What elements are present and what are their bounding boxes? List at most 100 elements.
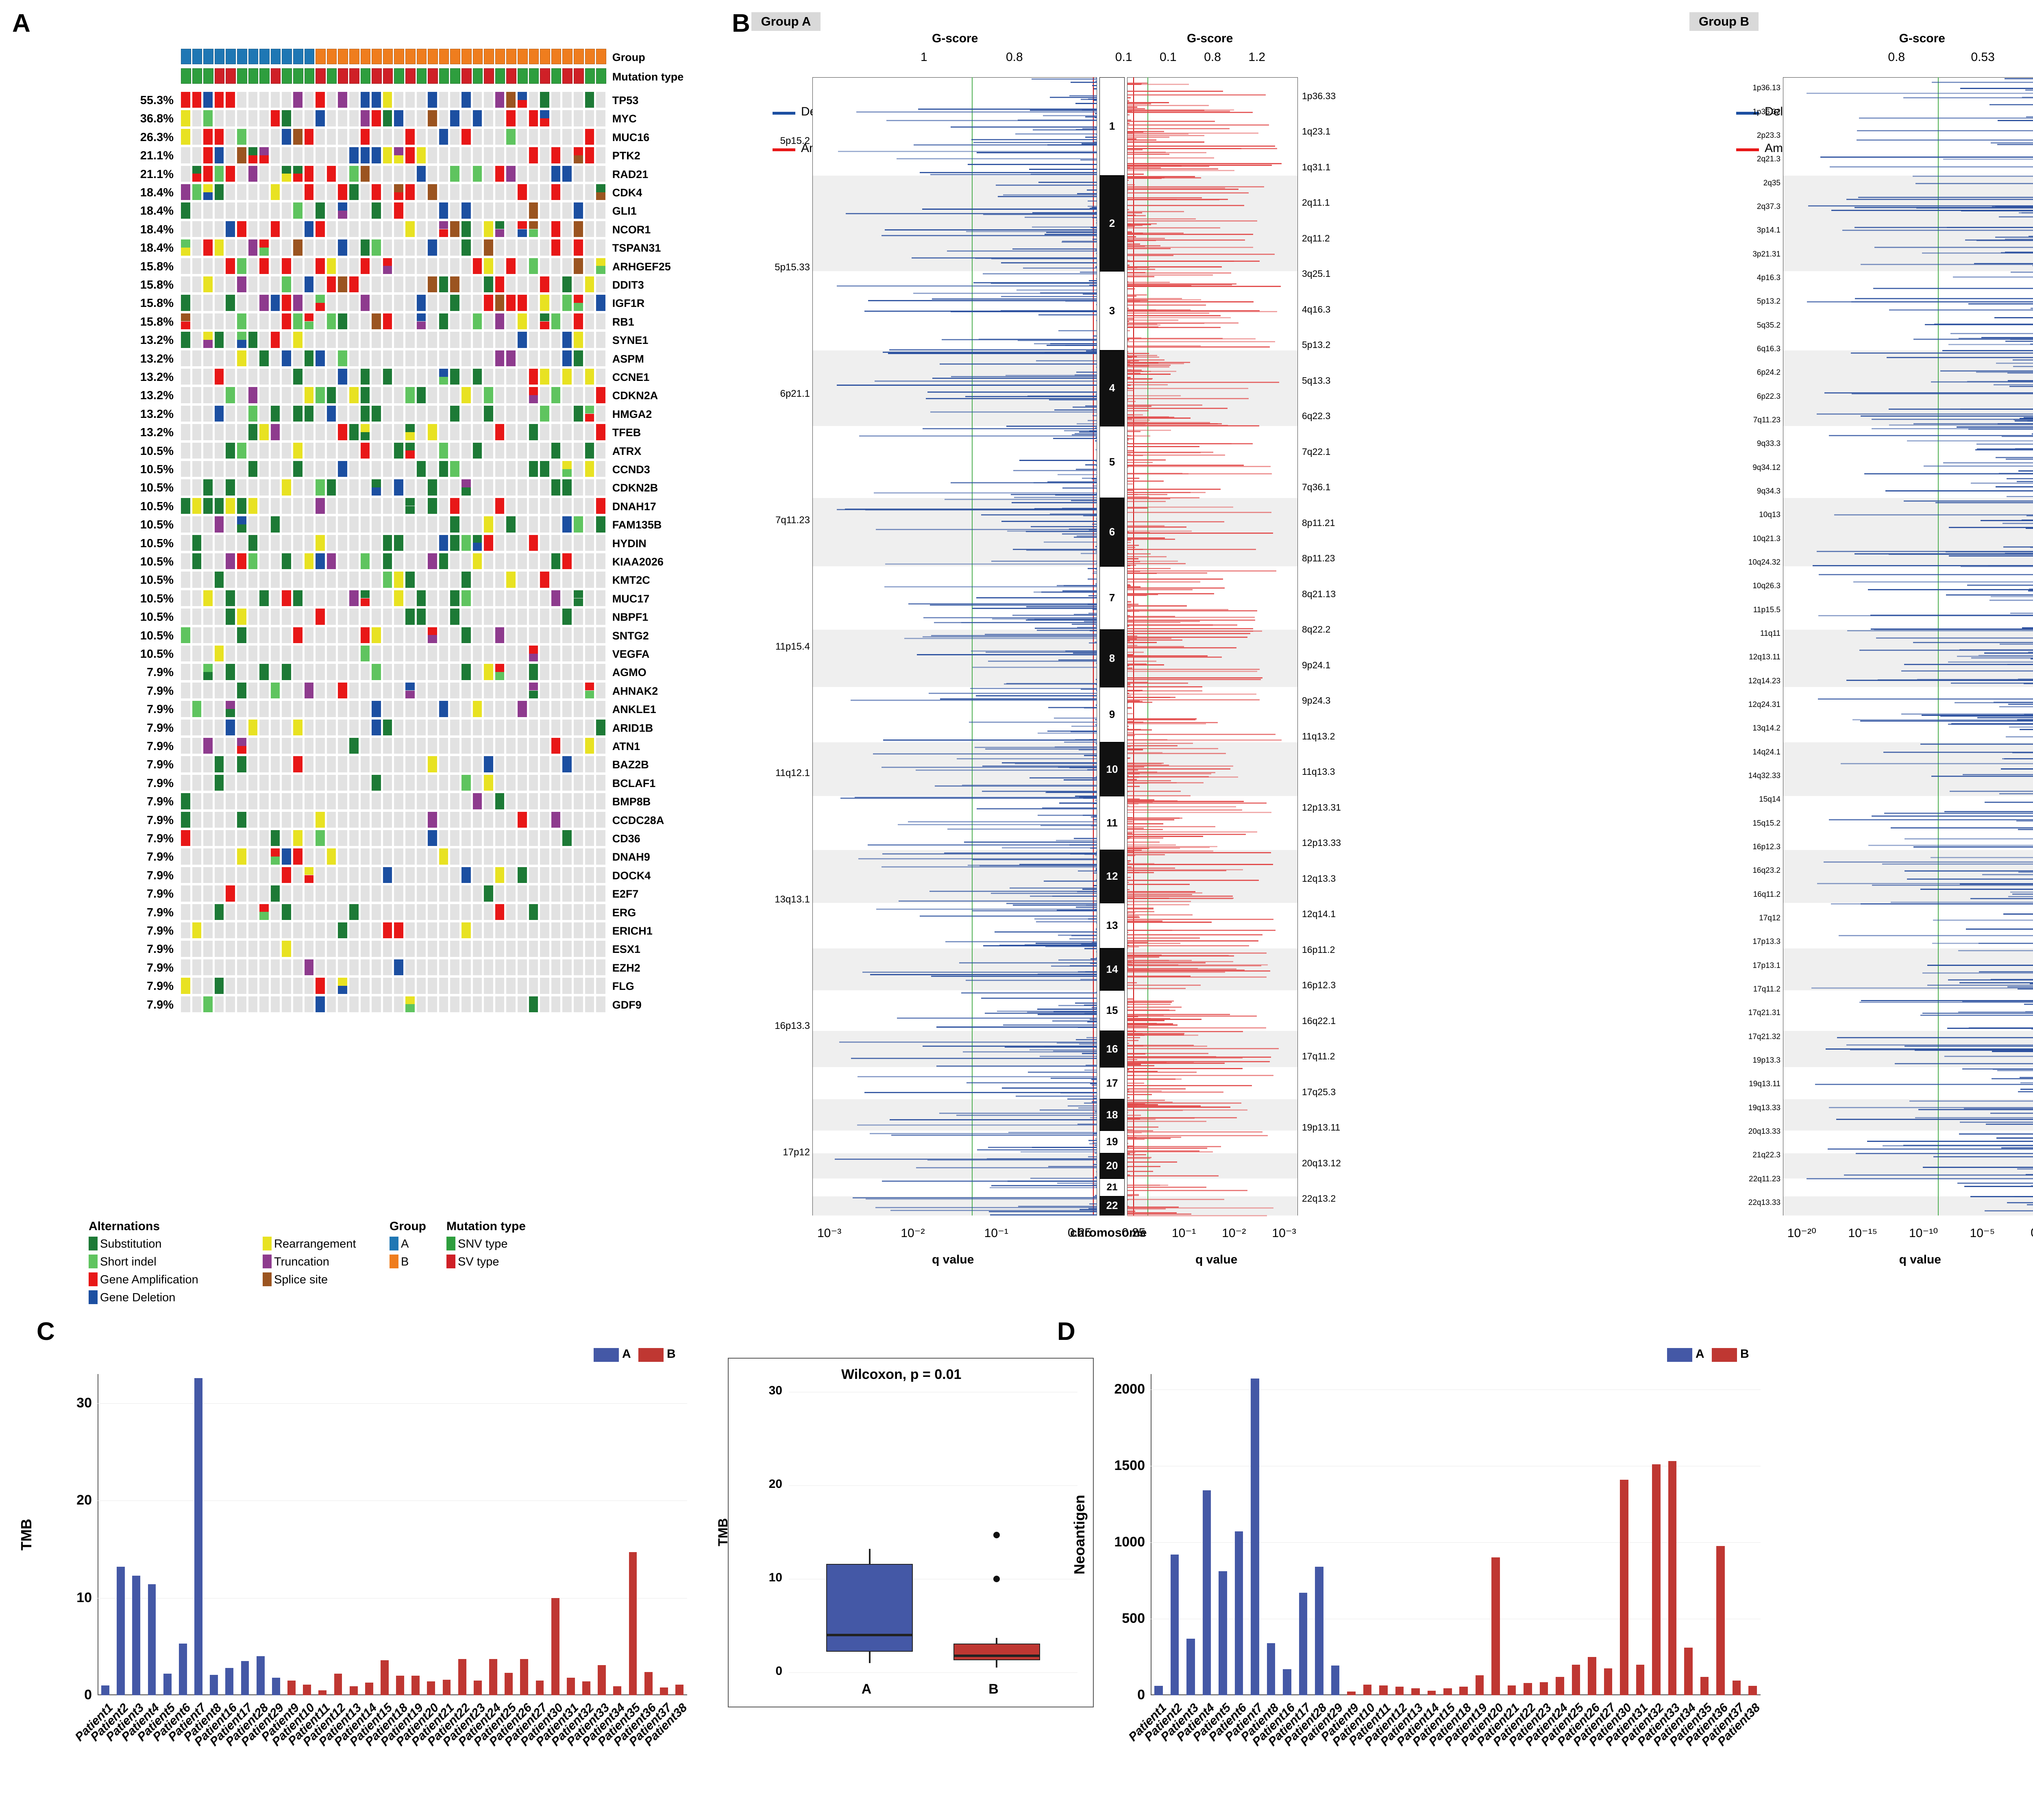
deletion-gscore-spike [972,910,1097,911]
alteration-segment [282,479,291,495]
deletion-gscore-spike [1030,110,1097,111]
amplification-gscore-spike [1128,107,1137,108]
alteration-segment [405,147,415,163]
alteration-segment [215,340,224,348]
oncoprint-cell [596,885,605,901]
oncoprint-cell [473,184,482,200]
deletion-gscore-spike [1950,333,2033,334]
oncoprint-cell [417,221,426,237]
group-annotation-cell [574,49,584,64]
alteration-segment [349,904,359,920]
alteration-segment [248,553,258,569]
oncoprint-cell [305,738,314,754]
alteration-segment [461,775,471,791]
oncoprint-cell [562,258,572,274]
deletion-gscore-spike [1901,670,2033,672]
oncoprint-cell [394,627,403,643]
oncoprint-cell [461,738,471,754]
oncoprint-cell [349,609,359,624]
oncoprint-cell [226,775,235,791]
deletion-gscore-spike [1083,798,1097,799]
chromosome-ideogram-3: 3 [1099,271,1125,350]
deletion-gscore-spike [1834,514,2033,515]
oncoprint-cell [203,221,213,237]
amplification-gscore-spike [1128,1131,1262,1133]
deletion-gscore-spike [1861,415,2033,417]
amplification-gscore-spike [1128,961,1132,962]
oncoprint-cell [529,756,538,772]
oncoprint-cell [506,664,516,680]
oncoprint-cell [226,683,235,698]
amplification-gscore-spike [1128,690,1143,691]
oncoprint-cell [473,129,482,145]
oncoprint-cell [305,590,314,606]
deletion-gscore-spike [2016,820,2033,822]
deletion-gscore-spike [1841,763,2033,764]
oncoprint-cell [181,664,190,680]
oncoprint-cell [192,941,202,957]
amplification-gscore-spike [1128,371,1176,372]
alteration-frequency-label: 10.5% [0,629,174,643]
deletion-gscore-spike [1094,885,1097,886]
oncoprint-cell [596,609,605,624]
oncoprint-cell [192,812,202,828]
deletion-gscore-spike [1058,1005,1097,1006]
alteration-segment [484,239,493,255]
oncoprint-cell [338,867,347,883]
oncoprint-cell [439,996,448,1012]
oncoprint-cell [585,609,594,624]
oncoprint-cell [439,147,448,163]
deletion-gscore-spike [1046,232,1097,233]
oncoprint-cell [259,830,269,846]
oncoprint-cell [405,867,415,883]
alteration-segment [361,646,370,661]
deletion-gscore-spike [966,1082,1097,1083]
oncoprint-cell [349,313,359,329]
oncoprint-cell [181,683,190,698]
alteration-segment [518,812,527,828]
deletion-gscore-spike [1811,987,2033,989]
deletion-gscore-spike [940,363,1097,365]
alteration-segment [484,516,493,532]
amplification-gscore-spike [1128,964,1178,965]
deletion-gscore-spike [1096,253,1097,254]
mutation-type-annotation-cell [394,68,404,84]
alteration-segment [518,221,527,229]
amplification-gscore-spike [1128,239,1129,240]
oncoprint-cell [394,129,403,145]
oncoprint-cell [540,147,549,163]
alteration-segment [226,720,235,735]
oncoprint-cell [383,793,392,809]
amplification-gscore-spike [1128,163,1282,164]
oncoprint-cell [248,812,258,828]
deletion-gscore-spike [1824,861,2033,863]
oncoprint-cell [327,959,336,975]
alteration-segment [215,775,224,791]
oncoprint-cell [349,701,359,717]
deletion-gscore-spike [1062,533,1097,535]
deletion-gscore-spike [1922,1013,2033,1014]
amplification-gscore-spike [1128,1148,1207,1149]
amplification-gscore-spike [1128,366,1169,367]
oncoprint-cell [394,350,403,366]
oncoprint-cell [338,295,347,311]
alteration-segment [461,590,471,606]
oncoprint-cell [293,479,303,495]
deletion-gscore-spike [1931,776,2033,777]
alteration-segment [439,229,448,237]
deletion-gscore-spike [1085,971,1097,972]
oncoprint-cell [226,369,235,385]
oncoprint-cell [394,885,403,901]
oncoprint-cell [461,812,471,828]
oncoprint-cell [372,369,381,385]
alteration-segment [316,543,325,551]
amplification-gscore-spike [1128,639,1182,641]
oncoprint-cell [383,627,392,643]
oncoprint-cell [361,775,370,791]
panel-letter-b: B [732,9,750,38]
oncoprint-cell [417,848,426,864]
deletion-gscore-spike [1006,426,1097,427]
oncoprint-cell [203,202,213,218]
amplification-gscore-spike [1128,631,1262,632]
oncoprint-cell [428,332,437,348]
